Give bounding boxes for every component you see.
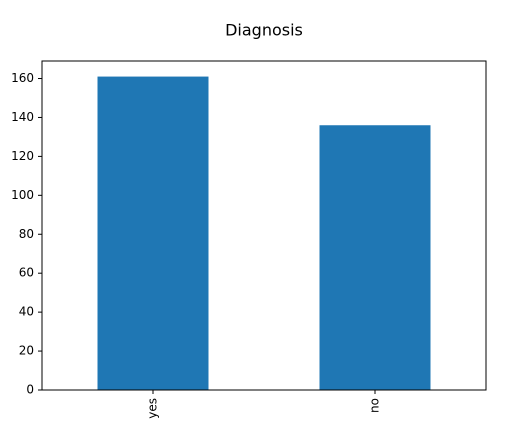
y-tick-label: 160 bbox=[11, 71, 34, 85]
y-tick-label: 0 bbox=[26, 383, 34, 397]
y-tick-label: 120 bbox=[11, 149, 34, 163]
bar bbox=[97, 76, 209, 390]
x-tick-label: no bbox=[368, 398, 382, 413]
y-tick-label: 100 bbox=[11, 188, 34, 202]
y-tick-label: 40 bbox=[19, 305, 34, 319]
y-tick-label: 60 bbox=[19, 266, 34, 280]
x-tick-label: yes bbox=[146, 398, 160, 419]
y-tick-label: 140 bbox=[11, 110, 34, 124]
bar bbox=[319, 125, 431, 390]
y-tick-label: 20 bbox=[19, 344, 34, 358]
y-tick-label: 80 bbox=[19, 227, 34, 241]
chart-title: Diagnosis bbox=[225, 21, 303, 40]
plot-frame bbox=[41, 60, 487, 391]
